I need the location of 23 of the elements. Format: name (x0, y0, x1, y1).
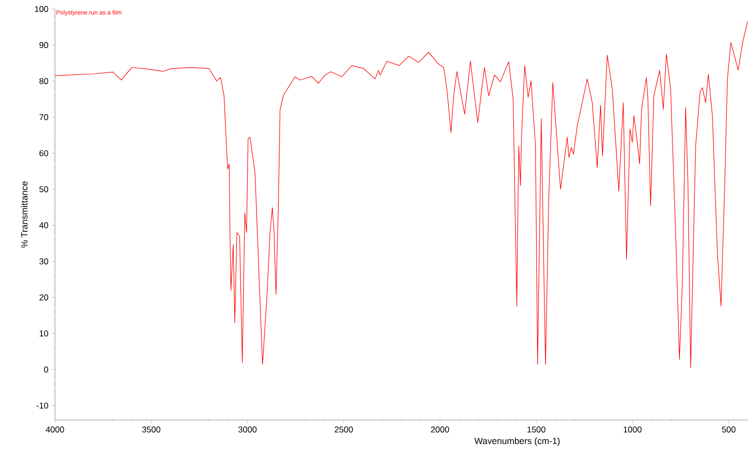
y-tick-label: 10 (40, 330, 48, 336)
y-tick-label: 50 (39, 186, 48, 192)
x-tick-label: 3000 (238, 426, 257, 432)
y-tick-label: 40 (39, 222, 48, 228)
x-axis-title: Wavenumbers (cm-1) (474, 438, 560, 446)
y-tick-label: 80 (39, 78, 48, 84)
x-tick-label: 3500 (142, 426, 160, 432)
y-axis-title: % Transmittance (20, 181, 28, 248)
y-tick-label: 90 (39, 42, 48, 48)
x-tick-label: 2500 (334, 426, 353, 432)
y-tick-label: -10 (36, 402, 48, 409)
y-tick-label: 60 (40, 150, 48, 156)
x-tick-label: 500 (722, 426, 736, 432)
y-tick-label: 70 (40, 114, 48, 120)
y-tick-label: 100 (35, 6, 48, 12)
x-tick-label: 4000 (46, 426, 64, 432)
y-tick-label: 0 (44, 366, 48, 373)
x-tick-label: 2000 (431, 426, 450, 432)
x-tick-label: 1000 (624, 426, 642, 432)
line-series (55, 21, 748, 368)
y-tick-label: 30 (39, 258, 48, 264)
x-tick-label: 1500 (527, 426, 546, 432)
y-tick-label: 20 (39, 294, 48, 300)
